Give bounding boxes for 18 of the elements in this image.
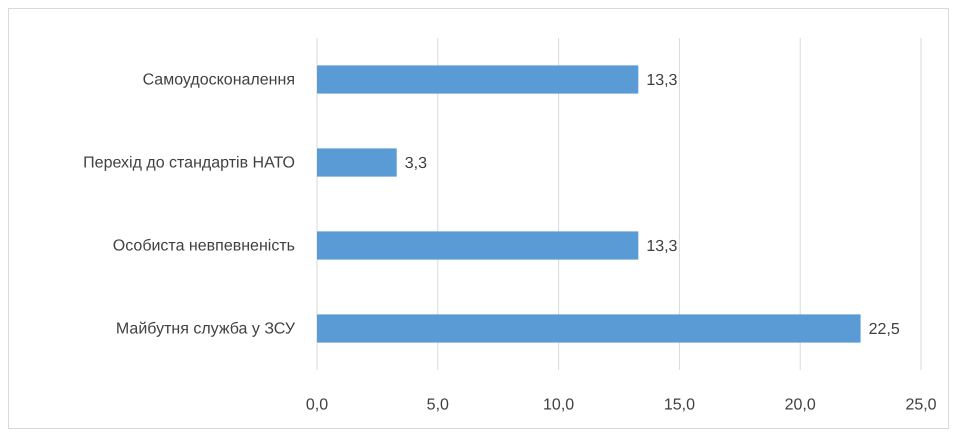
y-tick-label: Самоудосконалення bbox=[142, 72, 295, 89]
y-tick-label: Особиста невпевненість bbox=[112, 238, 295, 255]
bar bbox=[317, 314, 861, 343]
y-tick-label: Майбутня служба у ЗСУ bbox=[116, 320, 296, 338]
x-tick-label: 20,0 bbox=[784, 396, 816, 414]
y-tick-label: Перехід до стандартів НАТО bbox=[83, 154, 295, 172]
data-label: 13,3 bbox=[646, 238, 678, 256]
x-tick-label: 10,0 bbox=[543, 396, 574, 414]
x-tick-label: 0,0 bbox=[306, 396, 328, 414]
x-tick-label: 15,0 bbox=[664, 396, 696, 414]
bar bbox=[317, 148, 397, 177]
x-tick-label: 5,0 bbox=[426, 396, 450, 414]
x-tick-label: 25,0 bbox=[905, 396, 937, 414]
data-label: 3,3 bbox=[404, 155, 428, 172]
bar bbox=[317, 65, 638, 94]
bar bbox=[317, 231, 638, 260]
data-label: 13,3 bbox=[646, 72, 678, 90]
data-label: 22,5 bbox=[868, 321, 900, 338]
